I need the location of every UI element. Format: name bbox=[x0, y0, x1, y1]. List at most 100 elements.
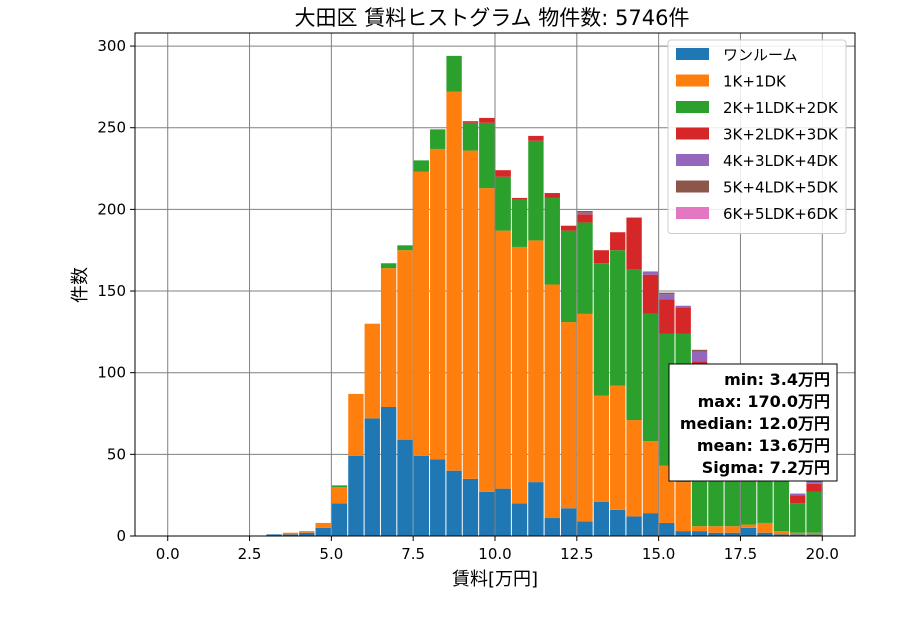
legend-swatch bbox=[676, 74, 709, 87]
legend: ワンルーム 1K+1DK 2K+1LDK+2DK 3K+2LDK+3DK 4K+3LDK… bbox=[667, 39, 847, 234]
bar-segment bbox=[544, 197, 560, 285]
bar-segment bbox=[544, 193, 560, 198]
bar-segment bbox=[577, 212, 593, 215]
bar-segment bbox=[642, 274, 659, 314]
bar-segment bbox=[266, 534, 282, 536]
bar-segment bbox=[610, 385, 626, 510]
bar-segment bbox=[544, 284, 560, 519]
x-tick-label: 20.0 bbox=[806, 545, 839, 563]
bar-segment bbox=[282, 532, 299, 535]
bar-segment bbox=[560, 508, 577, 536]
bar-segment bbox=[708, 532, 724, 536]
bar-segment bbox=[577, 211, 593, 213]
stats-sigma: Sigma: 7.2万円 bbox=[702, 458, 830, 477]
bar-segment bbox=[659, 294, 675, 300]
bar-segment bbox=[397, 439, 413, 536]
stats-min: min: 3.4万円 bbox=[724, 370, 830, 389]
legend-swatch bbox=[676, 127, 709, 140]
bar-segment bbox=[299, 532, 315, 536]
bar-segment bbox=[691, 526, 708, 532]
bar-segment bbox=[462, 150, 479, 479]
bar-segment bbox=[446, 470, 462, 536]
bar-segment bbox=[430, 129, 446, 149]
bar-segment bbox=[315, 522, 331, 528]
bar-segment bbox=[430, 148, 446, 460]
bar-segment bbox=[577, 214, 593, 223]
bar-segment bbox=[413, 171, 430, 456]
y-tick-label: 100 bbox=[97, 364, 126, 382]
bar-segment bbox=[495, 488, 511, 536]
legend-swatch bbox=[676, 101, 709, 113]
legend-entry: ワンルーム bbox=[723, 46, 798, 64]
bar-segment bbox=[790, 534, 806, 536]
x-tick-label: 17.5 bbox=[724, 545, 757, 563]
bar-segment bbox=[757, 522, 773, 533]
bar-segment bbox=[724, 532, 740, 536]
bar-segment bbox=[446, 55, 462, 92]
y-tick-label: 300 bbox=[97, 37, 126, 55]
bar-segment bbox=[593, 250, 610, 264]
bar-segment bbox=[691, 349, 708, 352]
bar-segment bbox=[642, 441, 659, 514]
y-tick-label: 0 bbox=[116, 527, 126, 545]
legend-swatch bbox=[676, 154, 709, 166]
y-axis-label: 件数 bbox=[70, 267, 91, 303]
x-tick-label: 7.5 bbox=[401, 545, 425, 563]
bar-segment bbox=[511, 246, 528, 504]
bar-segment bbox=[380, 268, 397, 407]
bar-segment bbox=[479, 122, 495, 189]
bar-segment bbox=[528, 135, 544, 141]
bar-segment bbox=[790, 493, 806, 496]
x-tick-label: 5.0 bbox=[319, 545, 343, 563]
bar-segment bbox=[773, 534, 790, 536]
stats-mean: mean: 13.6万円 bbox=[697, 436, 830, 455]
bar-segment bbox=[397, 250, 413, 440]
bar-segment bbox=[626, 269, 642, 421]
bar-segment bbox=[806, 534, 822, 536]
bar-segment bbox=[675, 531, 691, 536]
legend-entry: 5K+4LDK+5DK bbox=[723, 179, 839, 197]
legend-swatch bbox=[676, 180, 709, 193]
legend-entry: 3K+2LDK+3DK bbox=[723, 126, 839, 144]
bar-segment bbox=[626, 420, 642, 517]
bar-segment bbox=[331, 485, 348, 488]
chart-title: 大田区 賃料ヒストグラム 物件数: 5746件 bbox=[295, 6, 690, 30]
legend-entry: 1K+1DK bbox=[723, 73, 787, 91]
bar-segment bbox=[659, 299, 675, 334]
bar-segment bbox=[331, 503, 348, 536]
bar-segment bbox=[740, 524, 757, 528]
bar-segment bbox=[331, 487, 348, 504]
bar-segment bbox=[511, 197, 528, 200]
legend-entry: 4K+3LDK+4DK bbox=[723, 152, 839, 170]
bar-segment bbox=[544, 518, 560, 536]
stats-median: median: 12.0万円 bbox=[680, 414, 830, 433]
bar-segment bbox=[790, 503, 806, 533]
bar-segment bbox=[593, 395, 610, 502]
bar-segment bbox=[413, 160, 430, 172]
bar-segment bbox=[462, 121, 479, 123]
bar-segment bbox=[299, 531, 315, 533]
y-tick-label: 250 bbox=[97, 119, 126, 137]
bar-segment bbox=[675, 307, 691, 334]
bar-segment bbox=[495, 176, 511, 231]
bar-segment bbox=[462, 122, 479, 151]
bar-segment bbox=[282, 534, 299, 536]
bar-segment bbox=[348, 393, 364, 456]
bar-segment bbox=[528, 482, 544, 536]
stats-box-frame bbox=[668, 363, 838, 482]
bar-segment bbox=[790, 532, 806, 535]
bar-segment bbox=[642, 271, 659, 275]
bar-segment bbox=[479, 188, 495, 492]
bar-segment bbox=[413, 455, 430, 536]
bar-segment bbox=[560, 230, 577, 323]
y-tick-label: 200 bbox=[97, 200, 126, 218]
bar-segment bbox=[675, 482, 691, 532]
legend-swatch bbox=[676, 48, 709, 60]
x-tick-label: 0.0 bbox=[156, 545, 180, 563]
bar-segment bbox=[495, 230, 511, 489]
legend-frame bbox=[667, 39, 847, 234]
y-tick-label: 50 bbox=[107, 445, 126, 463]
bar-segment bbox=[348, 455, 364, 536]
bar-segment bbox=[691, 351, 708, 362]
